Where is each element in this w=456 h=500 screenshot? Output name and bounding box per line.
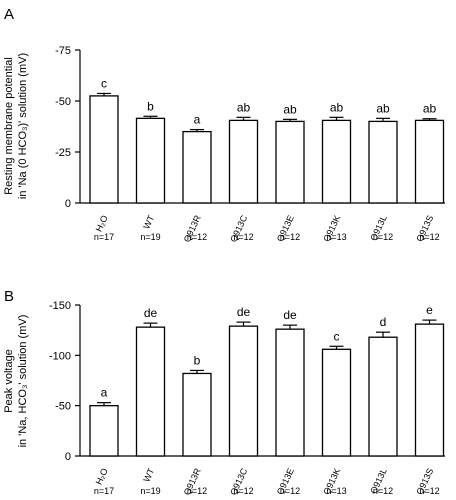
category-label: H₂O xyxy=(94,467,110,487)
significance-letter: ab xyxy=(237,100,251,114)
bar xyxy=(228,119,259,204)
bar xyxy=(368,120,398,204)
significance-letter: ab xyxy=(283,102,297,116)
significance-letter: ab xyxy=(423,102,437,116)
bar xyxy=(89,405,119,457)
bar xyxy=(182,372,212,457)
y-axis-label-a-line1: Resting membrane potential xyxy=(3,57,15,195)
n-label: n=17 xyxy=(94,232,114,242)
y-tick-label: 0 xyxy=(65,451,71,463)
category-label: WT xyxy=(141,466,156,483)
y-axis-label-a-line2: in 'Na (0 HCO₃)' solution (mV) xyxy=(17,53,29,199)
significance-letter: a xyxy=(101,386,108,400)
n-label: n=12 xyxy=(280,232,300,242)
n-label: n=12 xyxy=(280,486,300,496)
chart-panel-a-marks: -75-50-250cH₂On=17bWTn=19aQ913Rn=12abQ91… xyxy=(55,45,445,244)
bar xyxy=(321,119,352,204)
significance-letter: de xyxy=(237,305,251,319)
panel-label-a: A xyxy=(4,6,14,23)
significance-letter: b xyxy=(194,353,201,367)
significance-letter: d xyxy=(380,315,387,329)
n-label: n=12 xyxy=(187,232,207,242)
bar xyxy=(275,120,305,204)
bar xyxy=(228,325,259,457)
y-axis-label-b-line2: in 'Na, HCO₃' solution (mV) xyxy=(17,315,29,448)
bar xyxy=(414,119,445,204)
category-label: WT xyxy=(141,213,156,230)
n-label: n=12 xyxy=(419,232,439,242)
n-label: n=12 xyxy=(419,486,439,496)
n-label: n=12 xyxy=(373,232,393,242)
n-label: n=17 xyxy=(94,486,114,496)
chart-panel-b-marks: -150-100-500aH₂On=17deWTn=19bQ913Rn=12de… xyxy=(49,300,445,497)
y-tick-label: -100 xyxy=(49,350,71,362)
significance-letter: ab xyxy=(330,100,344,114)
category-label: H₂O xyxy=(94,214,110,234)
y-tick-label: -75 xyxy=(55,45,71,57)
y-tick-label: -50 xyxy=(55,96,71,108)
bar xyxy=(275,328,305,457)
significance-letter: e xyxy=(426,303,433,317)
significance-letter: de xyxy=(283,308,297,322)
n-label: n=12 xyxy=(187,486,207,496)
n-label: n=13 xyxy=(326,232,346,242)
significance-letter: de xyxy=(144,306,158,320)
bar xyxy=(89,95,119,204)
n-label: n=19 xyxy=(140,232,160,242)
bar xyxy=(135,117,166,204)
bar xyxy=(135,326,166,457)
significance-letter: ab xyxy=(376,101,390,115)
bar xyxy=(368,336,398,457)
y-tick-label: 0 xyxy=(65,198,71,210)
bar xyxy=(414,323,445,457)
bar xyxy=(182,130,212,204)
panel-label-b: B xyxy=(4,288,14,305)
n-label: n=12 xyxy=(233,486,253,496)
n-label: n=19 xyxy=(140,486,160,496)
n-label: n=13 xyxy=(326,486,346,496)
y-axis-label-b-line1: Peak voltage xyxy=(3,349,15,413)
y-tick-label: -50 xyxy=(55,401,71,413)
n-label: n=12 xyxy=(233,232,253,242)
y-tick-label: -25 xyxy=(55,147,71,159)
significance-letter: c xyxy=(334,329,340,343)
significance-letter: b xyxy=(147,99,154,113)
significance-letter: c xyxy=(101,76,107,90)
bar xyxy=(321,348,352,457)
significance-letter: a xyxy=(194,113,201,127)
n-label: n=12 xyxy=(373,486,393,496)
y-tick-label: -150 xyxy=(49,300,71,312)
